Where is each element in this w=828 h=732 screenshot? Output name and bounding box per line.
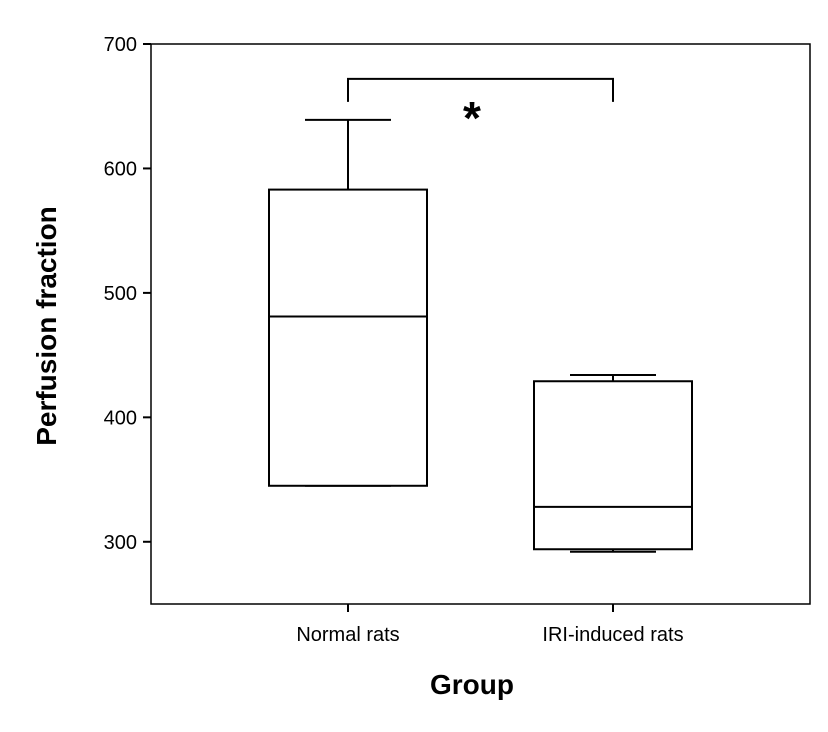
box-group [268,118,428,487]
x-tick-label: Normal rats [296,624,399,646]
x-axis: Normal rats IRI-induced rats [296,604,684,646]
iqr-box [268,188,428,487]
y-axis: 300 400 500 600 700 [104,34,151,554]
iqr-box [533,380,693,551]
significance-bracket [347,77,614,102]
plot-frame [150,43,811,605]
x-axis-title: Group [430,669,514,700]
y-tick-label: 700 [104,34,137,56]
significance-bracket-group: * [347,77,614,144]
significance-label: * [463,92,481,144]
y-tick-label: 300 [104,532,137,554]
y-tick-label: 400 [104,407,137,429]
boxes-layer [268,118,693,553]
box-group [533,374,693,553]
y-tick-label: 500 [104,283,137,305]
y-tick-label: 600 [104,158,137,180]
y-axis-title: Perfusion fraction [31,206,62,446]
x-tick-label: IRI-induced rats [542,624,683,646]
